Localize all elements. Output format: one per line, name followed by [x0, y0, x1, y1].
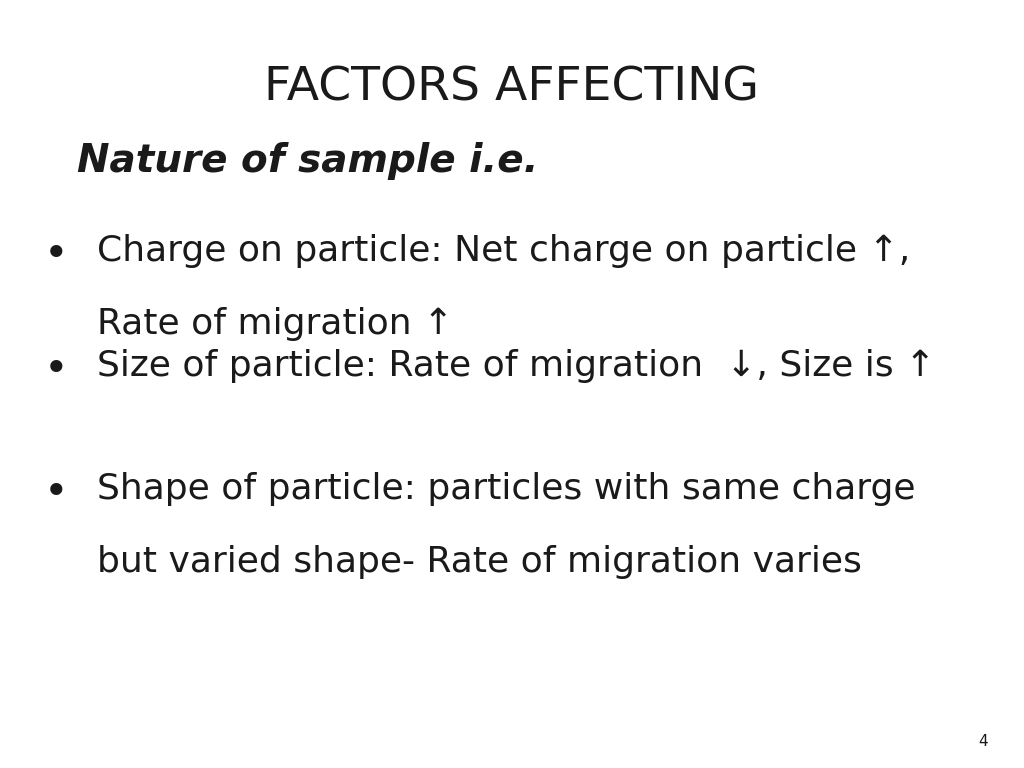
Text: Shape of particle: particles with same charge: Shape of particle: particles with same c…	[97, 472, 915, 506]
Text: •: •	[44, 472, 69, 515]
Text: •: •	[44, 349, 69, 392]
Text: Size of particle: Rate of migration  ↓, Size is ↑: Size of particle: Rate of migration ↓, S…	[97, 349, 936, 383]
Text: Rate of migration ↑: Rate of migration ↑	[97, 307, 454, 341]
Text: 4: 4	[979, 733, 988, 749]
Text: but varied shape- Rate of migration varies: but varied shape- Rate of migration vari…	[97, 545, 862, 579]
Text: FACTORS AFFECTING: FACTORS AFFECTING	[264, 65, 760, 111]
Text: Charge on particle: Net charge on particle ↑,: Charge on particle: Net charge on partic…	[97, 234, 910, 268]
Text: •: •	[44, 234, 69, 276]
Text: Nature of sample i.e.: Nature of sample i.e.	[77, 142, 539, 180]
